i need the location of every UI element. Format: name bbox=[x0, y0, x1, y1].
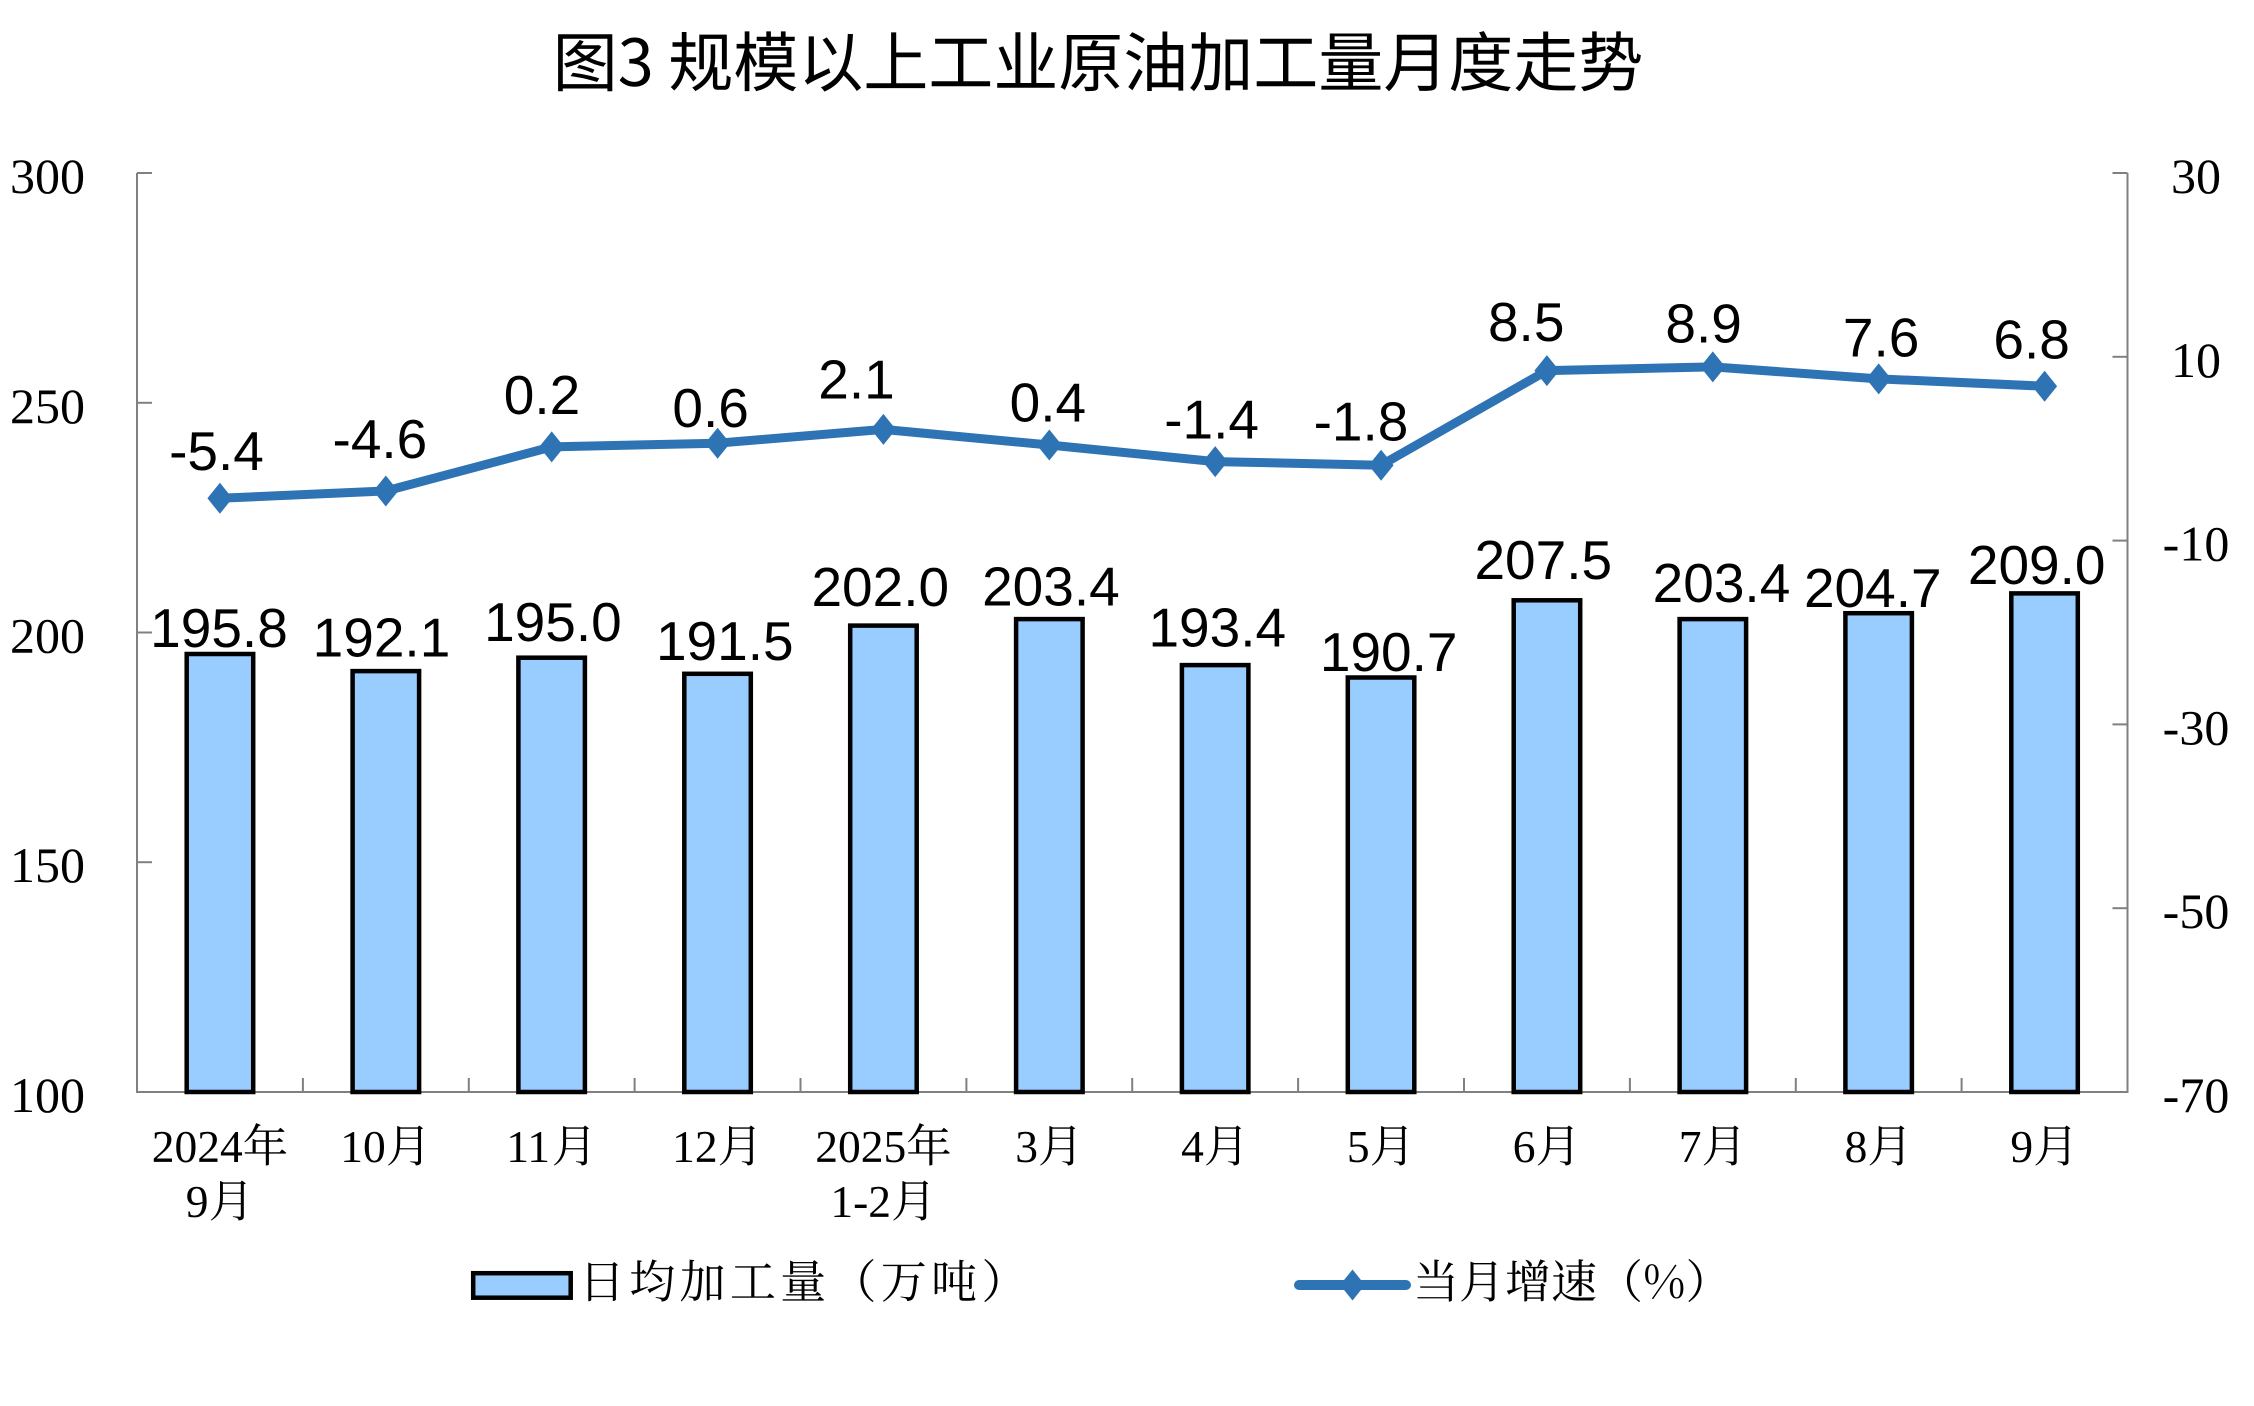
svg-text:190.7: 190.7 bbox=[1320, 621, 1458, 683]
svg-text:203.4: 203.4 bbox=[1653, 552, 1791, 614]
svg-text:0.4: 0.4 bbox=[1010, 371, 1086, 433]
svg-text:-10: -10 bbox=[2163, 516, 2230, 572]
svg-text:2024: 2024 bbox=[152, 1121, 243, 1172]
svg-text:-70: -70 bbox=[2163, 1067, 2230, 1123]
svg-text:5: 5 bbox=[1347, 1121, 1370, 1172]
svg-text:-1.4: -1.4 bbox=[1164, 388, 1259, 450]
svg-text:250: 250 bbox=[10, 378, 85, 434]
svg-text:11: 11 bbox=[506, 1121, 550, 1172]
svg-text:0.2: 0.2 bbox=[504, 364, 580, 426]
svg-text:9: 9 bbox=[186, 1176, 209, 1227]
svg-text:100: 100 bbox=[10, 1067, 85, 1123]
svg-text:6: 6 bbox=[1513, 1121, 1536, 1172]
svg-text:207.5: 207.5 bbox=[1474, 529, 1612, 591]
svg-text:2.1: 2.1 bbox=[818, 348, 894, 410]
svg-text:9: 9 bbox=[2010, 1121, 2033, 1172]
svg-text:150: 150 bbox=[10, 837, 85, 893]
svg-text:195.0: 195.0 bbox=[484, 591, 622, 653]
svg-text:6.8: 6.8 bbox=[1993, 308, 2069, 370]
svg-text:195.8: 195.8 bbox=[150, 597, 288, 659]
svg-text:2025: 2025 bbox=[815, 1121, 906, 1172]
svg-text:300: 300 bbox=[10, 148, 85, 204]
svg-text:10: 10 bbox=[340, 1121, 386, 1172]
svg-text:10: 10 bbox=[2171, 332, 2221, 388]
svg-text:-5.4: -5.4 bbox=[169, 420, 264, 482]
svg-text:4: 4 bbox=[1181, 1121, 1204, 1172]
svg-text:7: 7 bbox=[1679, 1121, 1702, 1172]
svg-text:1-2: 1-2 bbox=[830, 1176, 891, 1227]
svg-text:209.0: 209.0 bbox=[1968, 534, 2106, 596]
svg-text:203.4: 203.4 bbox=[982, 556, 1120, 618]
svg-text:8.5: 8.5 bbox=[1488, 291, 1564, 353]
svg-text:204.7: 204.7 bbox=[1804, 557, 1942, 619]
svg-text:0.6: 0.6 bbox=[672, 377, 748, 439]
svg-text:192.1: 192.1 bbox=[313, 607, 451, 669]
svg-text:3: 3 bbox=[1015, 1121, 1038, 1172]
svg-text:200: 200 bbox=[10, 608, 85, 664]
svg-text:8.9: 8.9 bbox=[1665, 293, 1741, 355]
svg-text:202.0: 202.0 bbox=[811, 556, 949, 618]
svg-text:-4.6: -4.6 bbox=[333, 408, 428, 470]
svg-text:12: 12 bbox=[672, 1121, 718, 1172]
svg-text:30: 30 bbox=[2171, 148, 2221, 204]
svg-text:-30: -30 bbox=[2163, 699, 2230, 755]
svg-text:191.5: 191.5 bbox=[656, 610, 794, 672]
svg-text:8: 8 bbox=[1845, 1121, 1868, 1172]
svg-text:193.4: 193.4 bbox=[1148, 597, 1286, 659]
svg-text:7.6: 7.6 bbox=[1843, 307, 1919, 369]
svg-text:-50: -50 bbox=[2163, 883, 2230, 939]
svg-text:-1.8: -1.8 bbox=[1314, 391, 1409, 453]
